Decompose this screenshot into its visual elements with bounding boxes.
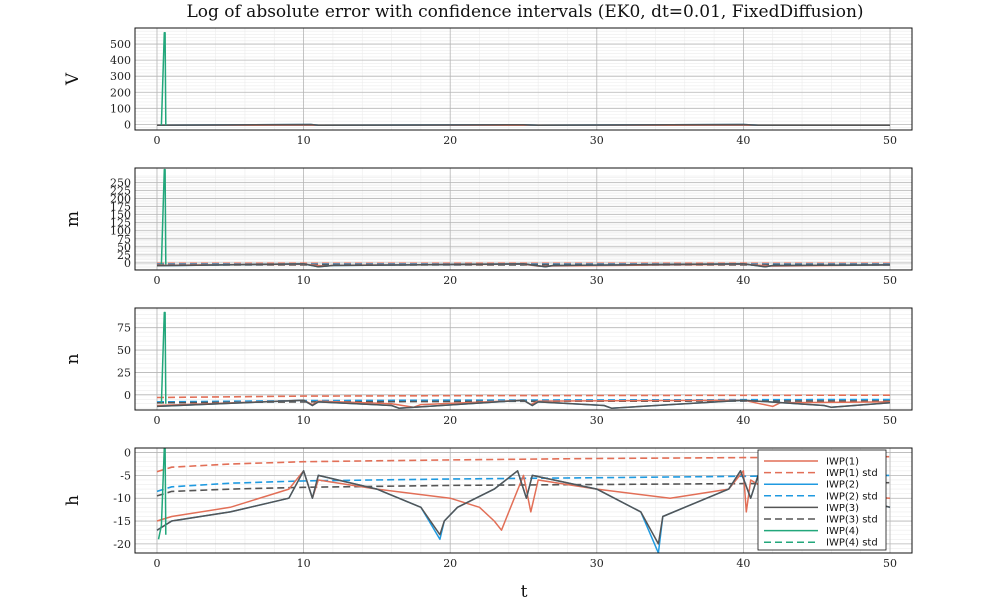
y-tick-label: 75 xyxy=(117,233,131,246)
y-tick-label: -5 xyxy=(120,469,131,482)
y-axis-label: n xyxy=(63,353,83,364)
series-line-iwp-1-std xyxy=(156,455,891,473)
x-tick-label: 30 xyxy=(590,134,604,147)
x-tick-label: 20 xyxy=(443,134,457,147)
y-tick-label: 50 xyxy=(117,344,131,357)
y-tick-label: 25 xyxy=(117,366,131,379)
y-tick-label: 0 xyxy=(124,447,131,460)
y-tick-label: 500 xyxy=(110,38,131,51)
y-tick-label: -10 xyxy=(113,492,131,505)
minor-grid xyxy=(135,168,912,270)
plot-frame xyxy=(134,167,913,271)
x-tick-label: 50 xyxy=(883,557,897,570)
series-line-iwp-4- xyxy=(160,168,167,265)
y-tick-label: 200 xyxy=(110,193,131,206)
series-line-iwp-3-std xyxy=(156,481,891,497)
y-tick-label: 250 xyxy=(110,176,131,189)
y-tick-label: -15 xyxy=(113,515,131,528)
x-tick-label: 10 xyxy=(297,557,311,570)
series-line-iwp-3- xyxy=(156,399,891,409)
x-tick-label: 30 xyxy=(590,557,604,570)
y-axis-label: m xyxy=(63,211,83,227)
series-group xyxy=(156,311,891,409)
x-tick-label: 10 xyxy=(297,414,311,427)
series-group xyxy=(156,32,891,127)
plot-frame xyxy=(134,27,913,131)
legend-label: IWP(3) std xyxy=(826,515,878,526)
panel-n: 0 10 20 30 40 50 0 25 50 75 n xyxy=(63,307,913,427)
plot-frame xyxy=(134,307,913,411)
legend-label: IWP(2) std xyxy=(826,491,878,502)
series-line-iwp-1-std xyxy=(156,394,891,399)
y-tick-label: 50 xyxy=(117,241,131,254)
y-tick-label: 100 xyxy=(110,102,131,115)
series-line-iwp-3- xyxy=(156,263,891,268)
minor-grid xyxy=(135,28,912,130)
x-tick-label: 30 xyxy=(590,414,604,427)
series-group xyxy=(156,448,891,553)
x-axis-label: t xyxy=(521,582,528,600)
y-tick-label: 400 xyxy=(110,54,131,67)
legend-label: IWP(1) std xyxy=(826,468,878,479)
y-tick-label: 175 xyxy=(110,201,131,214)
x-tick-label: 50 xyxy=(883,134,897,147)
x-tick-label: 0 xyxy=(153,414,160,427)
x-tick-label: 0 xyxy=(153,557,160,570)
y-tick-label: 225 xyxy=(110,185,131,198)
x-tick-label: 0 xyxy=(153,134,160,147)
series-line-iwp-1- xyxy=(156,399,891,409)
y-tick-label: 100 xyxy=(110,225,131,238)
series-line-iwp-2-std xyxy=(156,474,891,493)
chart-title: Log of absolute error with confidence in… xyxy=(186,2,863,22)
legend-label: IWP(1) xyxy=(826,457,859,468)
series-line-iwp-4- xyxy=(160,311,167,404)
legend-box xyxy=(757,449,887,551)
x-tick-label: 40 xyxy=(736,557,750,570)
y-tick-label: 300 xyxy=(110,70,131,83)
x-tick-label: 50 xyxy=(883,274,897,287)
legend-label: IWP(4) xyxy=(826,526,859,537)
y-tick-label: 0 xyxy=(124,118,131,131)
y-axis-label: V xyxy=(63,72,83,86)
x-tick-label: 20 xyxy=(443,557,457,570)
x-tick-label: 40 xyxy=(736,134,750,147)
legend-label: IWP(3) xyxy=(826,503,859,514)
y-tick-label: 75 xyxy=(117,322,131,335)
series-line-iwp-4- xyxy=(160,32,167,126)
x-tick-label: 10 xyxy=(297,274,311,287)
y-tick-label: -20 xyxy=(113,538,131,551)
legend-label: IWP(2) xyxy=(826,480,859,491)
x-tick-label: 40 xyxy=(736,274,750,287)
x-tick-label: 0 xyxy=(153,274,160,287)
series-line-iwp-3- xyxy=(156,123,891,127)
series-line-iwp-3- xyxy=(156,470,891,545)
series-group xyxy=(156,168,891,268)
x-tick-label: 10 xyxy=(297,134,311,147)
x-tick-label: 40 xyxy=(736,414,750,427)
legend-label: IWP(4) std xyxy=(826,538,878,549)
y-tick-label: 25 xyxy=(117,249,131,262)
plot-frame xyxy=(134,447,913,554)
x-tick-label: 50 xyxy=(883,414,897,427)
y-tick-label: 200 xyxy=(110,86,131,99)
y-tick-label: 125 xyxy=(110,217,131,230)
x-tick-label: 30 xyxy=(590,274,604,287)
x-tick-label: 20 xyxy=(443,414,457,427)
y-axis-label: h xyxy=(63,495,83,506)
y-tick-label: 150 xyxy=(110,209,131,222)
y-tick-label: 0 xyxy=(124,257,131,270)
series-line-iwp-4- xyxy=(157,448,167,540)
x-tick-label: 20 xyxy=(443,274,457,287)
y-tick-label: 0 xyxy=(124,389,131,402)
